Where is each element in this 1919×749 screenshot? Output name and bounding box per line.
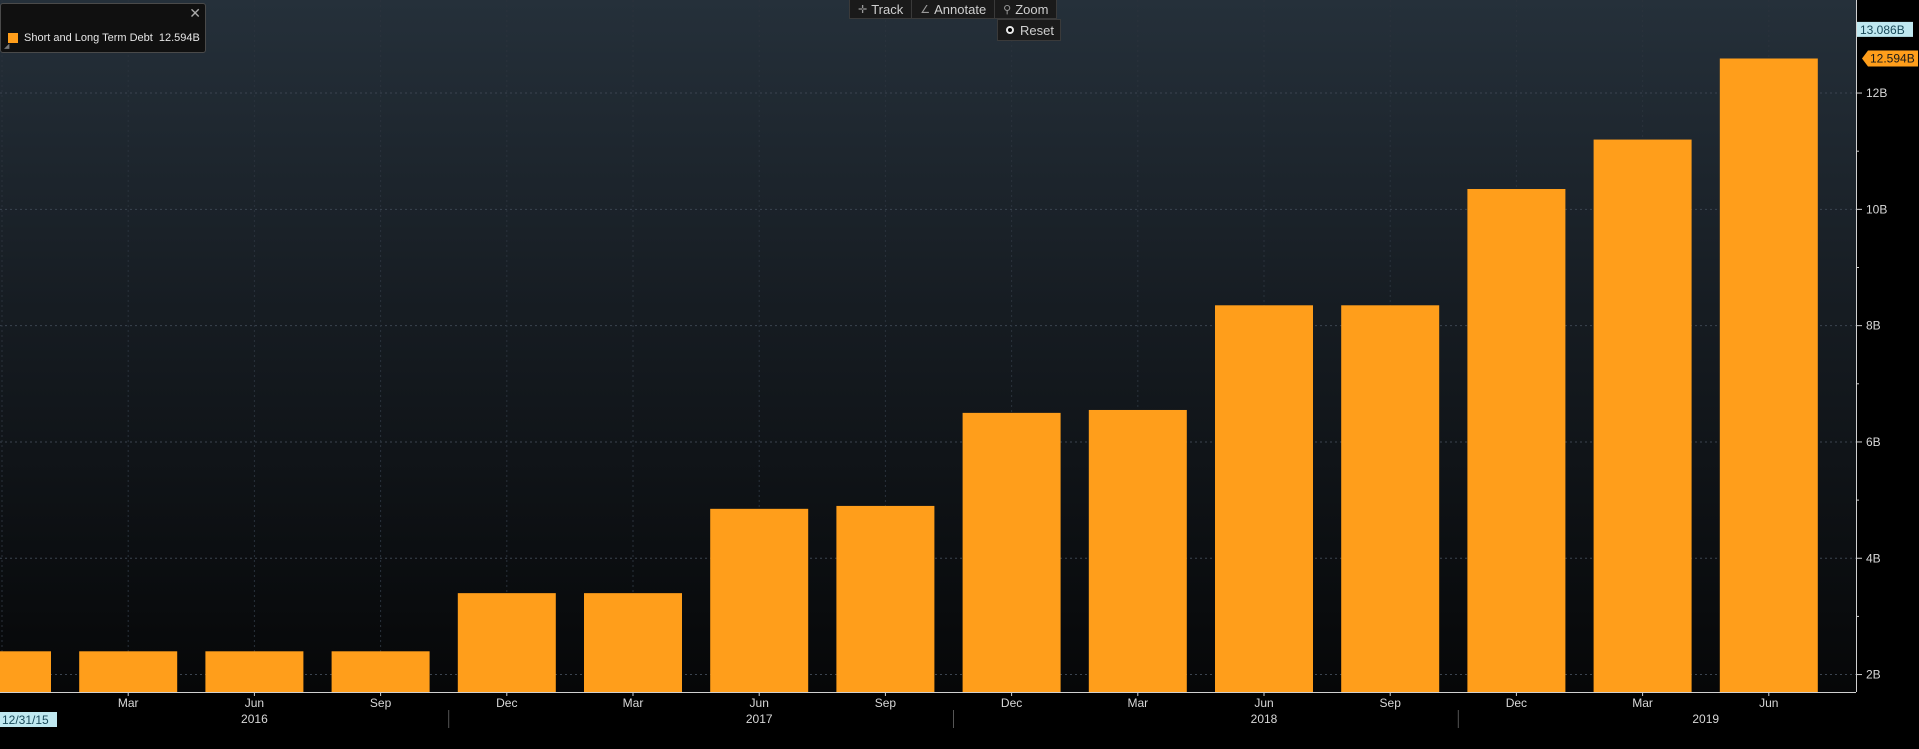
bar: [710, 508, 809, 692]
close-icon[interactable]: ✕: [189, 5, 201, 21]
zoom-button[interactable]: ⚲ Zoom: [995, 0, 1056, 18]
legend-series-label: Short and Long Term Debt: [24, 32, 153, 44]
bar: [457, 593, 556, 692]
bar: [836, 505, 935, 692]
resize-grip-icon[interactable]: ◢: [4, 43, 10, 50]
annotate-label: Annotate: [934, 1, 987, 17]
x-tick-label: Mar: [118, 696, 139, 710]
year-label: 2016: [241, 712, 268, 726]
x-tick-label: Jun: [1254, 696, 1273, 710]
pencil-icon: ∠: [920, 3, 931, 16]
legend-entry: Short and Long Term Debt 12.594B: [8, 32, 200, 44]
annotate-button[interactable]: ∠ Annotate: [912, 0, 996, 18]
track-label: Track: [871, 1, 904, 17]
y-tick-label: 4B: [1866, 551, 1881, 565]
start-date-label: 12/31/15: [2, 713, 49, 727]
y-tick-label: 10B: [1866, 202, 1887, 216]
last-value-label: 12.594B: [1870, 52, 1915, 66]
reset-label: Reset: [1020, 22, 1054, 38]
bar: [1341, 305, 1440, 692]
x-tick-label: Mar: [623, 696, 644, 710]
x-tick-label: Mar: [1127, 696, 1148, 710]
x-tick-label: Sep: [1380, 696, 1402, 710]
bar: [584, 593, 682, 692]
x-tick-label: Jun: [1759, 696, 1778, 710]
top-value-label: 13.086B: [1860, 23, 1905, 37]
year-label: 2018: [1251, 712, 1278, 726]
start-date-badge: [0, 712, 57, 727]
x-tick-label: Mar: [1632, 696, 1653, 710]
x-tick-label: Sep: [875, 696, 897, 710]
track-button[interactable]: ✛ Track: [850, 0, 913, 18]
x-tick-label: Dec: [1001, 696, 1022, 710]
top-value-badge: [1857, 21, 1913, 37]
x-tick-label: Dec: [1506, 696, 1527, 710]
legend-swatch: [8, 33, 18, 43]
y-tick-label: 2B: [1866, 668, 1881, 682]
bar: [1467, 188, 1566, 693]
y-tick-label: 8B: [1866, 319, 1881, 333]
bar: [962, 412, 1061, 692]
x-tick-label: Jun: [750, 696, 769, 710]
x-tick-label: Sep: [370, 696, 392, 710]
bar: [205, 651, 304, 692]
reset-button[interactable]: Reset: [997, 19, 1061, 41]
chart-toolbar: ✛ Track ∠ Annotate ⚲ Zoom: [849, 0, 1058, 19]
bar: [1719, 58, 1818, 692]
bar: [1088, 409, 1187, 692]
crosshair-icon: ✛: [858, 3, 868, 16]
bar: [79, 651, 178, 692]
legend-panel[interactable]: ✕ Short and Long Term Debt 12.594B ◢: [0, 3, 206, 53]
year-label: 2019: [1692, 712, 1719, 726]
bar: [0, 651, 51, 692]
legend-value: 12.594B: [158, 32, 200, 44]
y-tick-label: 6B: [1866, 435, 1881, 449]
x-tick-label: Dec: [496, 696, 517, 710]
bar: [1593, 139, 1692, 693]
bar: [1215, 305, 1313, 692]
bar: [331, 651, 430, 692]
zoom-label: Zoom: [1015, 1, 1049, 17]
year-label: 2017: [746, 712, 773, 726]
magnifier-icon: ⚲: [1003, 3, 1012, 16]
y-tick-label: 12B: [1866, 86, 1887, 100]
x-tick-label: Jun: [245, 696, 264, 710]
last-value-badge: [1862, 50, 1918, 67]
radio-icon: [1006, 26, 1014, 34]
